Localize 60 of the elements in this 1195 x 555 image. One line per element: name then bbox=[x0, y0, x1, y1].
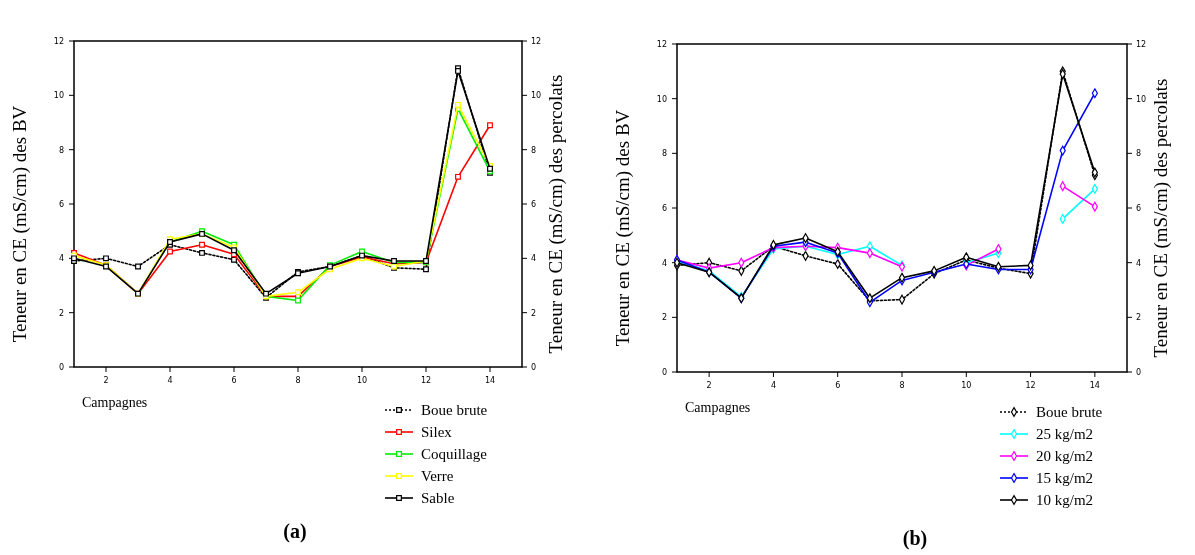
y-tick-label: 4 bbox=[661, 258, 667, 268]
y-tick-label: 10 bbox=[53, 91, 64, 101]
legend-label: Verre bbox=[421, 468, 454, 484]
legend-label: Boue brute bbox=[1036, 404, 1103, 420]
y2-tick-label: 0 bbox=[531, 363, 537, 372]
y-tick-label: 0 bbox=[661, 368, 667, 377]
y-tick-label: 8 bbox=[661, 149, 667, 159]
text: (b) bbox=[902, 527, 928, 550]
y2-tick-label: 8 bbox=[531, 145, 537, 155]
y2-tick-label: 2 bbox=[1136, 313, 1142, 323]
y2-tick-label: 2 bbox=[531, 308, 537, 318]
legend-label: Boue brute bbox=[421, 402, 488, 418]
y2-tick-label: 6 bbox=[531, 200, 537, 209]
x-tick-label: 2 bbox=[103, 376, 109, 385]
x-tick-label: 8 bbox=[899, 381, 905, 390]
y2-tick-label: 12 bbox=[531, 37, 542, 46]
text: (a) bbox=[283, 520, 307, 543]
x-tick-label: 6 bbox=[231, 376, 237, 385]
y-tick-label: 6 bbox=[58, 200, 64, 209]
y-axis-title: Teneur en CE (mS/cm) des BV bbox=[612, 109, 634, 347]
y2-tick-label: 8 bbox=[1136, 149, 1142, 159]
y2-tick-label: 4 bbox=[531, 254, 537, 264]
y2-tick-label: 10 bbox=[1136, 94, 1147, 104]
x-tick-label: 6 bbox=[835, 381, 841, 390]
x-tick-label: 14 bbox=[484, 376, 496, 385]
y-tick-label: 4 bbox=[58, 254, 64, 264]
y2-tick-label: 0 bbox=[1136, 368, 1142, 377]
x-tick-label: 10 bbox=[356, 376, 368, 385]
y-axis-title: Teneur en CE (mS/cm) des BV bbox=[9, 105, 31, 343]
legend-label: 20 kg/m2 bbox=[1036, 448, 1094, 464]
y2-tick-label: 12 bbox=[1136, 40, 1147, 49]
x-tick-label: 12 bbox=[420, 376, 432, 385]
y-tick-label: 12 bbox=[53, 37, 64, 46]
legend-label: 10 kg/m2 bbox=[1036, 492, 1094, 508]
y-tick-label: 2 bbox=[58, 308, 64, 318]
legend-label: Coquillage bbox=[421, 446, 488, 462]
x-axis-title: Campagnes bbox=[82, 395, 148, 410]
y2-tick-label: 6 bbox=[1136, 204, 1142, 213]
legend-label: 25 kg/m2 bbox=[1036, 426, 1094, 442]
x-tick-label: 4 bbox=[167, 376, 173, 385]
y-tick-label: 8 bbox=[58, 145, 64, 155]
legend-label: 15 kg/m2 bbox=[1036, 470, 1094, 486]
y2-tick-label: 4 bbox=[1136, 258, 1142, 268]
x-tick-label: 10 bbox=[961, 381, 972, 390]
y2-tick-label: 10 bbox=[531, 91, 542, 101]
x-tick-label: 12 bbox=[1025, 381, 1036, 390]
y2-axis-title: Teneur en CE (mS/cm) des percolats bbox=[1150, 78, 1172, 358]
y-tick-label: 2 bbox=[661, 313, 667, 323]
legend-label: Silex bbox=[421, 424, 453, 440]
y-tick-label: 10 bbox=[656, 94, 667, 104]
x-tick-label: 4 bbox=[770, 381, 776, 390]
legend-label: Sable bbox=[421, 490, 455, 506]
y-tick-label: 12 bbox=[656, 40, 667, 49]
y-tick-label: 0 bbox=[58, 363, 64, 372]
x-tick-label: 8 bbox=[295, 376, 301, 385]
y-tick-label: 6 bbox=[661, 204, 667, 213]
y2-axis-title: Teneur en CE (mS/cm) des percolats bbox=[545, 74, 567, 354]
x-axis-title: Campagnes bbox=[685, 400, 751, 415]
x-tick-label: 14 bbox=[1089, 381, 1100, 390]
x-tick-label: 2 bbox=[706, 381, 712, 390]
